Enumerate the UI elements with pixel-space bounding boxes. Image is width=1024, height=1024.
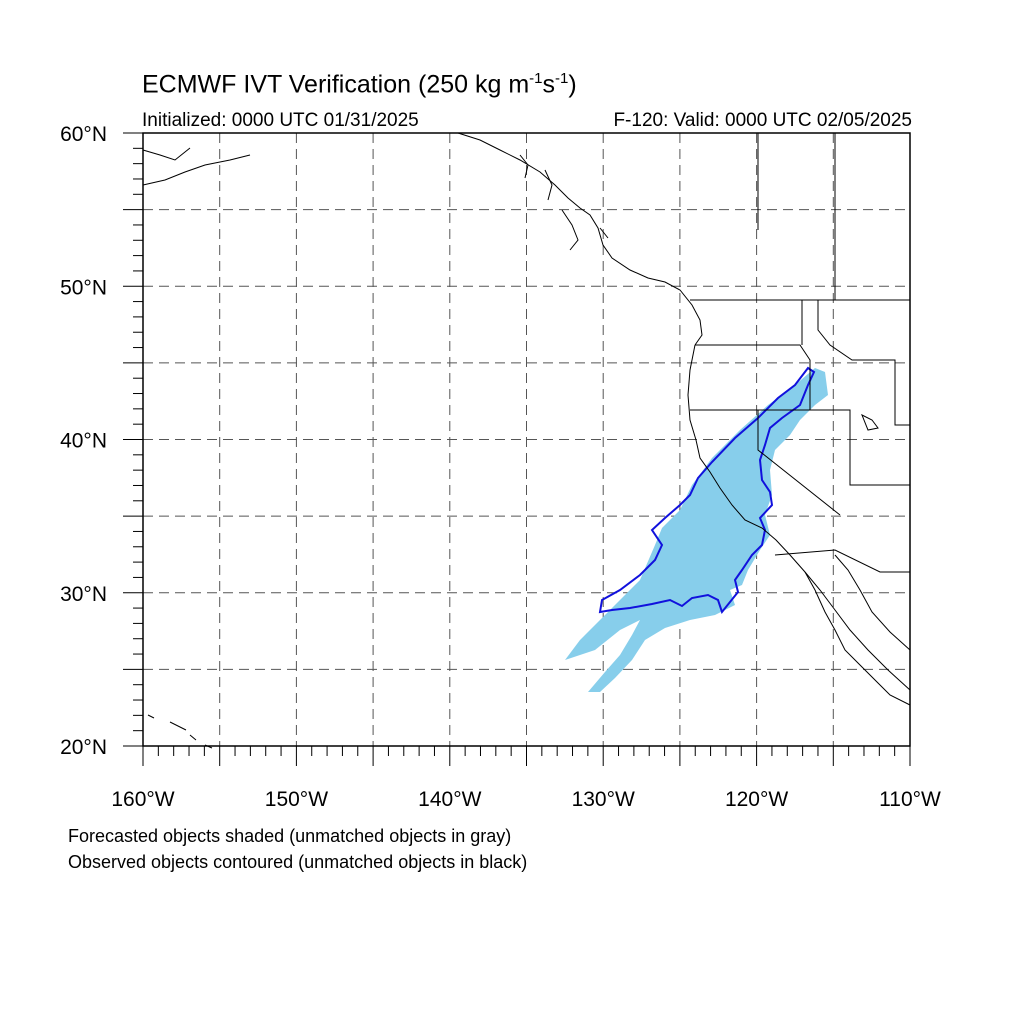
map-title: ECMWF IVT Verification (250 kg m-1s-1) [142,70,577,99]
canada-province-border [757,133,836,300]
state-border-wa-or [695,344,811,410]
longitude-label: 130°W [572,788,635,811]
latitude-label: 30°N [60,583,107,606]
gulf-of-california [834,554,911,651]
forecast-object [565,368,828,692]
lake-shape [861,413,879,431]
latitude-labels: 60°N 50°N 40°N 30°N 20°N [60,123,107,759]
initialized-time: Initialized: 0000 UTC 01/31/2025 [142,110,419,131]
west-coast [687,344,911,691]
latitude-label: 60°N [60,123,107,146]
alaska-coastline [457,132,703,346]
us-mexico-border [774,549,910,573]
longitude-label: 140°W [418,788,481,811]
legend-note-forecast: Forecasted objects shaded (unmatched obj… [68,826,512,846]
axis-ticks [123,132,911,766]
latitude-label: 50°N [60,276,107,299]
state-border-ca-nv [757,410,841,516]
latitude-label: 40°N [60,430,107,453]
latitude-label: 20°N [60,736,107,759]
coastlines [142,132,911,749]
hawaiian-islands [147,714,213,749]
longitude-label: 160°W [111,788,174,811]
baja-california [804,571,911,706]
state-border-or-ca [690,409,910,486]
longitude-label: 150°W [265,788,328,811]
valid-time: F-120: Valid: 0000 UTC 02/05/2025 [613,110,912,131]
longitude-label: 120°W [725,788,788,811]
observed-object-contour [598,366,816,615]
longitude-label: 110°W [879,788,941,811]
graticule [143,133,910,746]
state-border-idaho [801,300,910,426]
longitude-labels: 160°W 150°W 140°W 130°W 120°W 110°W [111,788,941,811]
alaska-peninsula [142,147,251,186]
legend-note-observed: Observed objects contoured (unmatched ob… [68,852,528,872]
alaska-islands [519,154,609,251]
